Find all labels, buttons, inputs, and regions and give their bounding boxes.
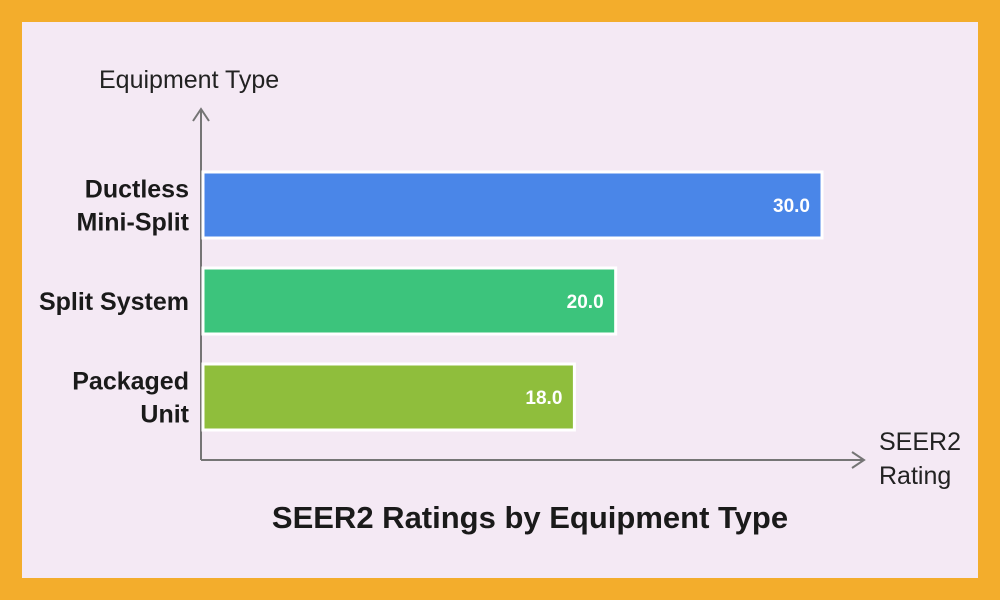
category-label-2-line-0: Packaged	[72, 368, 189, 396]
x-axis-title-line-2: Rating	[879, 462, 951, 490]
y-axis-arrow	[192, 107, 210, 122]
category-label-0: Ductless Mini-Split	[77, 176, 190, 237]
bars: 30.0 20.0 18.0	[201, 170, 824, 432]
category-label-2-line-1: Unit	[140, 401, 189, 429]
value-label-1: 20.0	[567, 292, 604, 313]
chart-title: SEER2 Ratings by Equipment Type	[272, 500, 788, 535]
bar-1	[201, 266, 618, 336]
bar-0	[201, 170, 824, 240]
bar-2	[201, 362, 576, 432]
category-label-1: Split System	[39, 288, 189, 316]
x-axis-title: SEER2 Rating	[879, 428, 968, 490]
value-label-2: 18.0	[525, 388, 562, 409]
axes	[192, 107, 866, 469]
x-axis-arrow	[851, 451, 866, 469]
y-axis-title: Equipment Type	[99, 66, 279, 94]
category-label-0-line-0: Ductless	[85, 176, 189, 204]
x-axis-title-line-1: SEER2	[879, 428, 961, 456]
category-label-1-line-0: Split System	[39, 288, 189, 316]
category-labels: Ductless Mini-Split Split System Packaged Un…	[39, 176, 190, 429]
category-label-0-line-1: Mini-Split	[77, 209, 190, 237]
category-label-2: Packaged Unit	[72, 368, 189, 429]
value-label-0: 30.0	[773, 196, 810, 217]
